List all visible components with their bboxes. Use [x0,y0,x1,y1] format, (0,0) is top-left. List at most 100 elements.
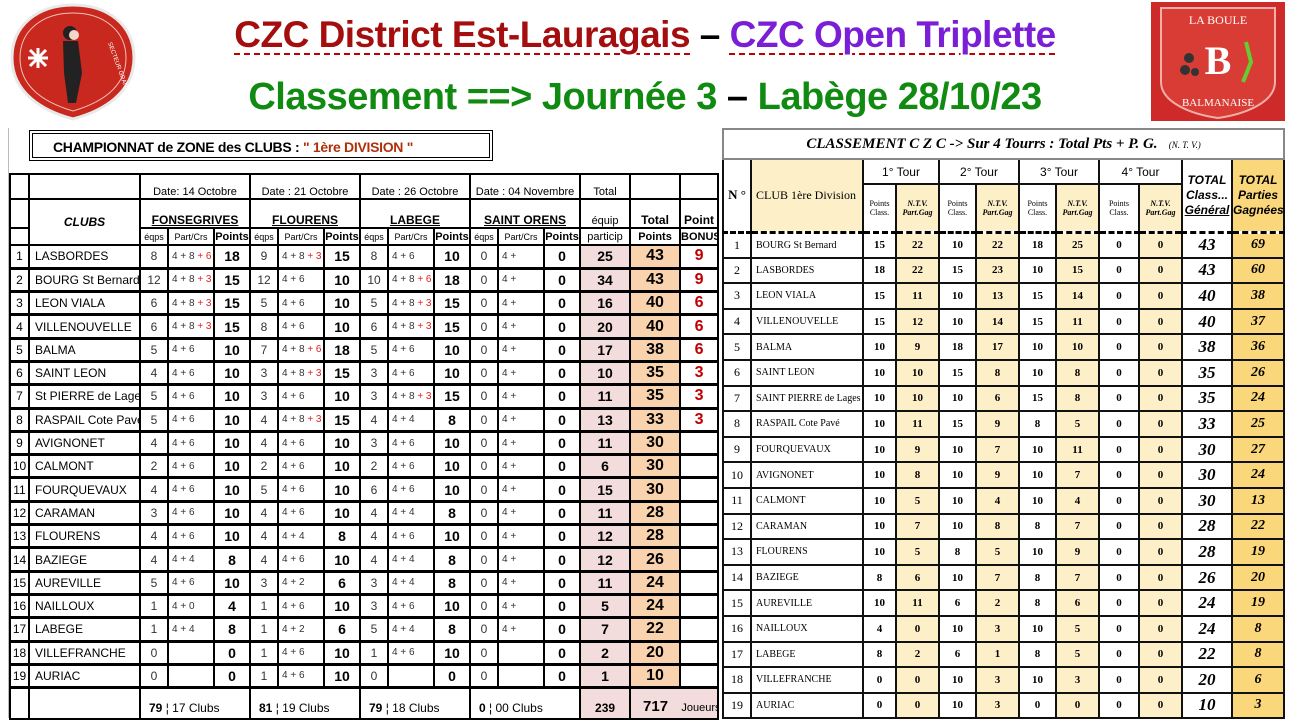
part-crs-cell: 4 + 4 [167,547,215,573]
points-class-cell: 10 [862,359,897,387]
part-crs-cell [497,663,545,690]
club-header: CLUB 1ère Division [750,158,864,234]
rank-cell: 19 [9,663,30,690]
teams-cell: 4 [139,547,169,573]
part-crs-cell: 4 + [497,291,545,317]
teams-cell: 2 [359,454,389,480]
part-crs-cell: 4 + 6 [387,454,435,480]
total-class-line2: Class... [1185,187,1229,202]
points-cell: 8 [213,617,251,643]
club-name-cell: AUREVILLE [750,589,864,617]
teams-cell: 0 [469,337,499,364]
part-crs-base: 4 + 6 [392,250,415,262]
part-crs-base: 4 + [502,600,517,612]
points-class-line1: Points [1108,198,1129,208]
part-crs-base: 4 + 6 [392,647,415,659]
part-crs-cell: 4 + 6 [277,430,325,457]
points-cell: 0 [542,314,582,340]
rank-cell: 17 [722,641,752,669]
total-class-cell: 30 [1181,461,1233,489]
total-class-cell: 35 [1181,359,1233,387]
points-cell: 0 [213,663,251,690]
part-crs-cell [387,663,435,690]
club-name-cell: CARAMAN [750,513,864,541]
teams-cell: 3 [359,570,389,596]
points-class-cell: 0 [1098,359,1140,387]
rank-cell: 13 [9,524,30,550]
parties-won-cell: 0 [1055,692,1100,720]
table-row: 7 St PIERRE de Lages 5 4 + 6 10 3 4 + 6 10 3 4 … [9,384,720,410]
bonus-cell [679,454,720,480]
part-crs-cell: 4 + 6 [277,454,325,480]
particip-cell: 15 [579,477,632,503]
secteur-grand-lauragais-logo: SECTEUR GRAND LAURAGAIS [10,3,138,121]
parties-won-cell: 22 [975,231,1020,259]
total-parties-cell: 60 [1230,257,1286,285]
teams-cell: 0 [139,663,169,690]
points-class-cell: 10 [862,589,897,617]
tour-header: 3° Tour [1018,158,1100,185]
points-class-cell: 0 [1098,461,1140,489]
parties-won-cell: 9 [975,461,1020,489]
part-crs-base: 4 + [502,507,517,519]
points-cell: 8 [433,617,471,643]
part-crs-cell: 4 + [497,454,545,480]
part-crs-base: 4 + 6 [282,460,305,472]
points-class-cell: 15 [938,359,977,387]
teams-cell: 3 [249,360,279,387]
teams-cell: 0 [469,524,499,550]
part-crs-cell: 4 + 4 [167,617,215,643]
club-name-cell: LASBORDES [28,244,141,270]
points-cell: 15 [323,407,361,433]
part-crs-cell: 4 + 4 [387,407,435,433]
teams-header: éqps [469,227,499,246]
parties-won-cell: 1 [975,641,1020,669]
total-parties-cell: 3 [1230,692,1286,720]
part-crs-base: 4 + 4 [392,414,415,426]
table-row: 5 BALMA 10 9 18 17 10 10 0 0 38 36 [722,333,1286,361]
particip-cell: 11 [579,430,632,457]
points-cell: 10 [433,360,471,387]
points-cell: 15 [323,360,361,387]
championship-table-panel: CHAMPIONNAT de ZONE des CLUBS : " 1ère D… [8,128,720,720]
parties-won-cell: 5 [1055,615,1100,643]
club-name-cell: SAINT LEON [750,359,864,387]
points-cell: 10 [323,291,361,317]
points-cell: 10 [323,454,361,480]
points-class-cell: 10 [1018,461,1057,489]
points-cell: 10 [323,500,361,527]
footer-teams-count: 79 [149,700,163,715]
particip-cell: 11 [579,570,632,596]
particip-cell: 11 [579,384,632,410]
teams-cell: 0 [469,430,499,457]
part-crs-base: 4 + 4 [392,623,415,635]
teams-cell: 6 [359,477,389,503]
parties-won-cell: 23 [975,257,1020,285]
club-name-cell: CALMONT [28,454,141,480]
points-class-cell: 18 [1018,231,1057,259]
subtitle-separator: – [716,76,758,118]
part-crs-header: Part/Crs [277,227,325,246]
points-class-cell: 10 [1018,538,1057,566]
club-name-cell: CALMONT [750,487,864,515]
bonus-header-blank [679,173,720,200]
table-row: 19 AURIAC 0 0 10 3 0 0 0 0 10 3 [722,692,1286,720]
table-row: 3 LEON VIALA 15 11 10 13 15 14 0 0 40 38 [722,282,1286,310]
part-crs-cell: 4 + 6 [277,291,325,317]
parties-won-cell: 8 [975,513,1020,541]
part-crs-base: 4 + [502,577,517,589]
points-class-line2: Class. [1109,207,1129,217]
points-class-cell: 0 [1098,282,1140,310]
club-name-cell: BALMA [750,333,864,361]
parties-won-cell: 5 [1055,641,1100,669]
points-class-cell: 10 [938,564,977,592]
teams-cell: 0 [469,291,499,317]
points-class-cell: 10 [862,410,897,438]
part-crs-cell: 4 + 8 + 6 [277,337,325,364]
particip-cell: 11 [579,500,632,527]
parties-won-cell: 0 [895,666,940,694]
teams-cell: 3 [249,570,279,596]
total-points-cell: 40 [629,291,682,317]
clubs-header: CLUBS [28,198,141,246]
